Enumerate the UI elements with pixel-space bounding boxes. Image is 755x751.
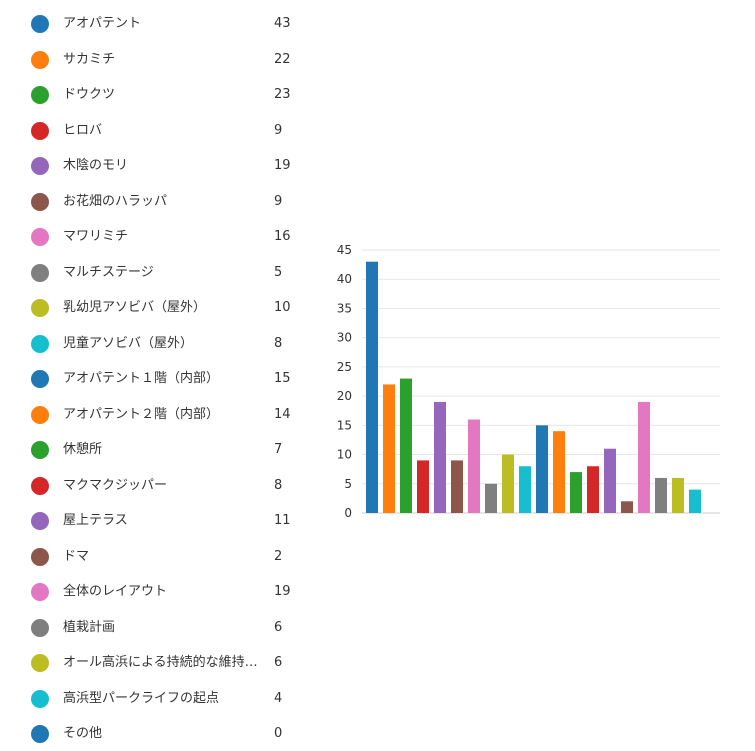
legend-color-dot — [31, 512, 49, 530]
legend-value: 8 — [274, 335, 283, 351]
legend-color-dot — [31, 263, 49, 282]
legend-item[interactable]: 木陰のモリ 19 — [0, 153, 300, 183]
legend-item[interactable]: 児童アソビバ（屋外） 8 — [0, 331, 300, 361]
legend-color-dot — [31, 228, 49, 246]
y-tick-label: 0 — [344, 506, 352, 520]
bar[interactable] — [400, 378, 412, 513]
legend-item[interactable]: ドウクツ 23 — [0, 82, 300, 112]
bar[interactable] — [672, 477, 684, 513]
y-tick-label: 35 — [337, 301, 352, 315]
legend-item[interactable]: アオパテント 43 — [0, 11, 300, 41]
legend-item[interactable]: アオパテント１階（内部） 15 — [0, 366, 300, 396]
y-tick-label: 15 — [337, 418, 352, 432]
legend-value: 5 — [274, 264, 283, 280]
legend-value: 22 — [274, 51, 291, 67]
bar[interactable] — [638, 401, 650, 513]
y-tick-label: 45 — [337, 243, 352, 257]
legend-color-dot — [31, 583, 49, 601]
legend-item[interactable]: マワリミチ 16 — [0, 224, 300, 254]
legend-color-dot — [31, 725, 49, 743]
legend-color-dot — [31, 654, 49, 672]
y-tick-label: 30 — [337, 331, 352, 345]
legend-item[interactable]: アオパテント２階（内部） 14 — [0, 402, 300, 432]
legend-value: 6 — [274, 655, 283, 670]
bar[interactable] — [434, 401, 446, 513]
bar[interactable] — [587, 466, 599, 513]
legend-color-dot — [31, 547, 49, 566]
y-tick-label: 40 — [337, 272, 352, 286]
legend-item[interactable]: マクマクジッパー 8 — [0, 473, 300, 503]
bar[interactable] — [468, 419, 480, 513]
legend-color-dot — [31, 441, 49, 459]
legend-item[interactable]: 屋上テラス 11 — [0, 508, 300, 538]
legend-item[interactable]: 高浜型パークライフの起点 4 — [0, 686, 300, 716]
legend-value: 11 — [274, 513, 291, 528]
bar[interactable] — [553, 431, 565, 513]
legend-color-dot — [31, 405, 49, 424]
y-tick-label: 10 — [337, 448, 352, 462]
legend-value: 19 — [274, 584, 291, 599]
legend-item[interactable]: お花畑のハラッパ 9 — [0, 189, 300, 219]
legend-color-dot — [31, 121, 49, 140]
legend-item[interactable]: 植栽計画 6 — [0, 615, 300, 645]
legend-color-dot — [31, 157, 49, 175]
legend-item[interactable]: サカミチ 22 — [0, 47, 300, 77]
legend-value: 9 — [274, 193, 283, 209]
bar[interactable] — [536, 425, 548, 513]
legend-value: 19 — [274, 158, 291, 173]
legend-color-dot — [31, 689, 49, 708]
legend-item[interactable]: マルチステージ 5 — [0, 260, 300, 290]
bar[interactable] — [502, 454, 514, 513]
legend-item[interactable]: 全体のレイアウト 19 — [0, 579, 300, 609]
legend-value: 7 — [274, 442, 283, 457]
legend-value: 0 — [274, 726, 283, 741]
legend-value: 2 — [274, 548, 283, 564]
legend-value: 15 — [274, 371, 291, 386]
bar[interactable] — [604, 448, 616, 513]
bar[interactable] — [570, 472, 582, 513]
legend-value: 16 — [274, 229, 291, 244]
legend-color-dot — [31, 15, 49, 33]
legend-color-dot — [31, 334, 49, 353]
legend-item[interactable]: ヒロバ 9 — [0, 118, 300, 148]
legend-color-dot — [31, 299, 49, 317]
legend-value: 10 — [274, 300, 291, 315]
bar[interactable] — [655, 477, 667, 513]
legend-item[interactable]: その他 0 — [0, 721, 300, 751]
legend-color-dot — [31, 86, 49, 104]
bar[interactable] — [366, 261, 378, 513]
legend-value: 8 — [274, 477, 283, 493]
legend-value: 14 — [274, 406, 291, 422]
y-tick-label: 20 — [337, 389, 352, 403]
bar[interactable] — [621, 501, 633, 513]
bar[interactable] — [485, 483, 497, 513]
bar[interactable] — [519, 466, 531, 513]
legend-item[interactable]: オール高浜による持続的な維持管… 6 — [0, 650, 300, 680]
legend-item[interactable]: 休憩所 7 — [0, 437, 300, 467]
legend-color-dot — [31, 50, 49, 69]
bar[interactable] — [451, 460, 463, 513]
legend-color-dot — [31, 618, 49, 637]
legend-value: 4 — [274, 690, 283, 706]
legend-item[interactable]: 乳幼児アソビバ（屋外） 10 — [0, 295, 300, 325]
bar[interactable] — [383, 384, 395, 513]
legend-value: 6 — [274, 619, 283, 635]
y-tick-label: 25 — [337, 360, 352, 374]
legend-color-dot — [31, 192, 49, 211]
y-tick-label: 5 — [344, 477, 352, 491]
bar[interactable] — [417, 460, 429, 513]
bar[interactable] — [689, 489, 701, 513]
legend-color-dot — [31, 370, 49, 388]
legend-color-dot — [31, 476, 49, 495]
legend-value: 43 — [274, 16, 291, 31]
legend-value: 23 — [274, 87, 291, 102]
legend-value: 9 — [274, 122, 283, 138]
legend-item[interactable]: ドマ 2 — [0, 544, 300, 574]
